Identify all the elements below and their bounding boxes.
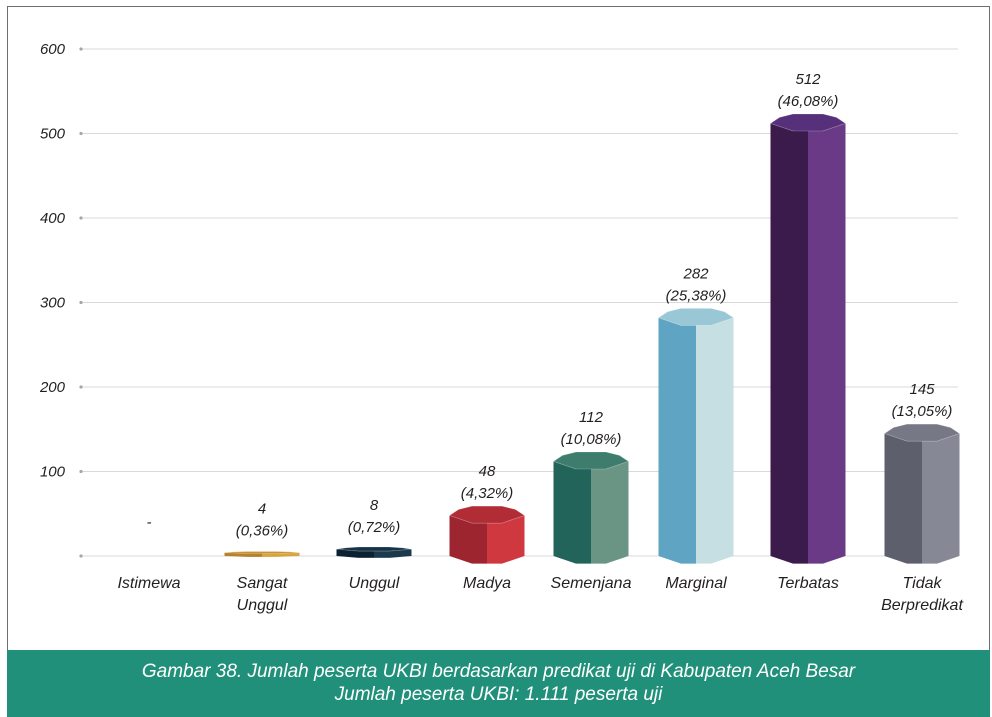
value-label: - [147,514,152,531]
value-label: 48 [479,463,496,480]
y-tick-label: 400 [40,210,66,227]
tick-dot [79,385,83,389]
category-label: Berpredikat [881,597,963,614]
tick-dot [79,131,83,136]
value-label: 112 [579,409,604,426]
tick-dot [79,469,83,474]
category-label: Sangat [237,575,288,592]
bar-front-right [696,325,711,564]
bar-top [553,452,629,470]
bar-side-right [277,552,300,557]
percent-label: (0,72%) [348,519,401,536]
bar-side-left [449,515,472,564]
bar-side-left [553,461,576,564]
bar-front-left [472,523,487,564]
chart-frame: 100 200 300 400 500 600 - Istimewa (0,36%) 4 Sanga… [7,6,990,650]
bar-top [770,114,846,132]
bar-chart: 100 200 300 400 500 600 - Istimewa (0,36%) 4 Sanga… [39,41,963,614]
bar-front-left [576,469,591,564]
bar-top-edge [769,113,847,132]
value-label: 4 [258,500,266,517]
bar-side-left [224,552,247,557]
category-label: Semenjana [551,575,632,592]
category-label: Unggul [237,597,288,614]
value-label: 282 [682,265,709,282]
bar-front-right [262,553,277,557]
value-label: 8 [370,497,379,514]
percent-label: (10,08%) [561,431,622,448]
bar-top [658,308,734,326]
caption-title: Gambar 38. Jumlah peserta UKBI berdasark… [141,661,856,682]
bar-side-left [336,549,359,558]
category-label: Terbatas [777,575,839,592]
bar-top-edge [657,307,735,326]
percent-label: (4,32%) [461,485,514,502]
bar-top-edge [336,546,412,552]
bar-side-left [884,433,907,564]
bar-top-edge [883,423,961,442]
bar-top [884,424,960,442]
bar-front-right [922,441,937,564]
y-tick-label: 600 [40,41,66,58]
bar-side-right [711,317,734,564]
bar-top-edge [448,505,526,524]
bar-side-right [389,549,412,558]
tick-dot [79,47,83,51]
bar-front-right [591,469,606,564]
bar-front-left [793,131,808,564]
category-label: Istimewa [117,575,180,592]
value-label: 512 [795,71,821,88]
bar-front-left [359,551,374,558]
y-tick-label: 500 [40,126,66,143]
bar-front-right [374,551,389,558]
bar-side-left [770,123,793,564]
bar-top [449,506,525,524]
category-label: Marginal [665,575,727,592]
bar-side-right [606,461,629,564]
bar-side-right [937,433,960,564]
category-label: Tidak [903,575,943,592]
caption-subtitle: Jumlah peserta UKBI: 1.111 peserta uji [334,684,663,705]
y-tick-label: 200 [39,379,66,396]
percent-label: (25,38%) [666,287,727,304]
bar-top-edge [224,551,300,554]
bar-top [336,547,412,552]
value-label: 145 [909,381,935,398]
category-label: Unggul [349,575,400,592]
figure-caption: Gambar 38. Jumlah peserta UKBI berdasark… [7,650,990,717]
bar-front-left [681,325,696,564]
percent-label: (0,36%) [236,522,289,539]
bar-front-right [808,131,823,564]
bar-top-edge [552,451,630,470]
bar-front-left [907,441,922,564]
tick-dot [79,216,83,220]
tick-dot [79,554,83,558]
bar-side-left [658,317,681,564]
bar-side-right [823,123,846,564]
y-tick-label: 100 [40,464,66,481]
bar-side-right [502,515,525,564]
category-label: Madya [463,575,511,592]
tick-dot [79,300,83,305]
bar-top [224,551,300,554]
y-tick-label: 300 [40,295,66,312]
percent-label: (13,05%) [892,403,953,420]
bar-front-right [487,523,502,564]
percent-label: (46,08%) [778,93,839,110]
bar-front-left [247,553,262,557]
